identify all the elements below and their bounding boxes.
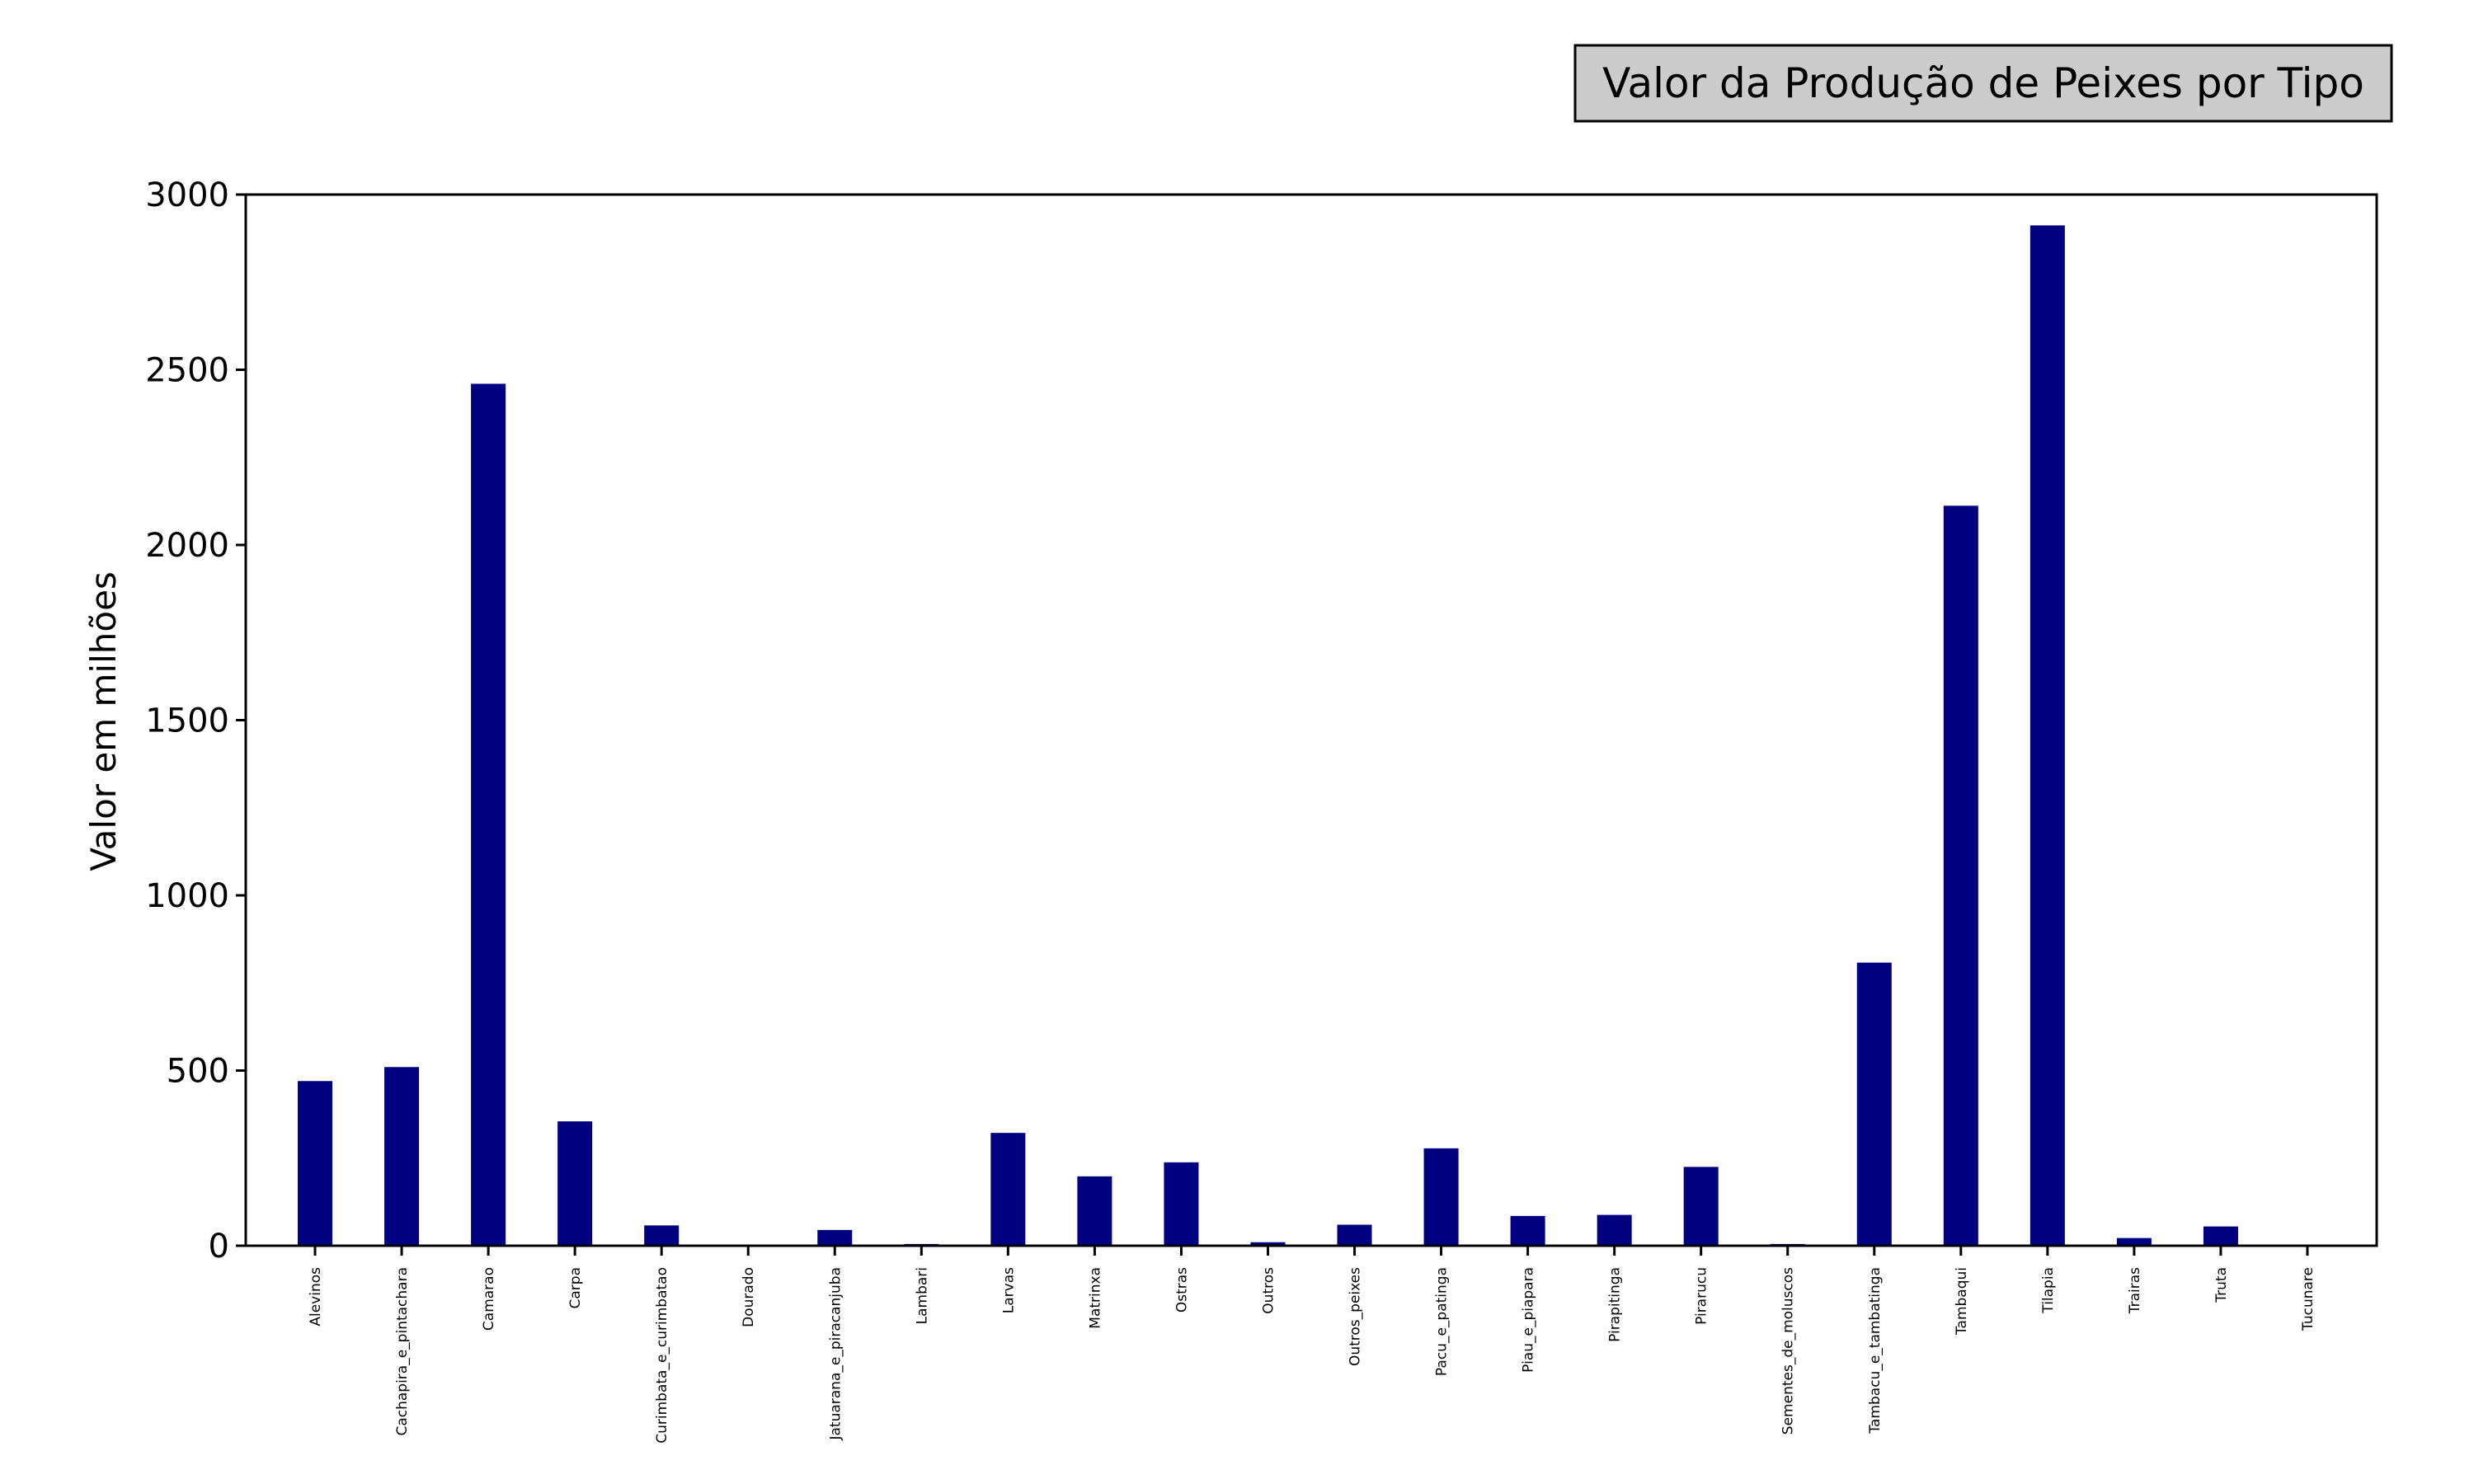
bar-carpa (557, 1121, 593, 1246)
bar-tilapia (2030, 225, 2065, 1246)
x-tick-label: Piau_e_piapara (1521, 1267, 1537, 1373)
x-axis-ticks: Alevinos Cachapira_e_pintachara Camarao Car… (308, 1246, 2316, 1444)
bars-group (298, 225, 2325, 1246)
x-tick-label: Curimbata_e_curimbatao (654, 1267, 670, 1444)
x-tick-label: Jatuarana_e_piracanjuba (827, 1267, 844, 1441)
bar-jatuarana-e-piracanjuba (817, 1229, 853, 1246)
bar-cachapira-e-pintachara (384, 1067, 420, 1246)
x-tick-label: Tambaqui (1954, 1267, 1970, 1336)
x-tick-label: Pacu_e_patinga (1434, 1267, 1451, 1376)
x-tick-label: Pirapitinga (1607, 1267, 1624, 1342)
x-tick-label: Tambacu_e_tambatinga (1867, 1267, 1884, 1435)
x-tick-label: Matrinxa (1087, 1267, 1103, 1329)
bar-outros-peixes (1337, 1224, 1372, 1246)
axes-frame (244, 193, 2378, 1247)
bar-trairas (2116, 1237, 2152, 1246)
y-tick-label: 0 (209, 1228, 229, 1266)
y-axis-ticks: 0 500 1000 1500 2000 2500 3000 (145, 176, 246, 1266)
x-tick-label: Pirarucu (1694, 1267, 1710, 1325)
y-tick-label: 500 (167, 1053, 229, 1091)
x-tick-label: Sementes_de_moluscos (1780, 1267, 1797, 1435)
x-tick-label: Alevinos (308, 1267, 324, 1327)
x-tick-label: Tilapia (2040, 1267, 2057, 1314)
x-tick-label: Trairas (2127, 1267, 2143, 1314)
bar-piau-e-piapara (1510, 1215, 1545, 1246)
bar-larvas (990, 1133, 1026, 1246)
bar-ostras (1164, 1162, 1199, 1246)
bar-camarao (471, 383, 506, 1246)
x-tick-label: Truta (2213, 1267, 2230, 1303)
x-tick-label: Larvas (1000, 1267, 1017, 1313)
chart-title-box (1573, 44, 2393, 123)
chart-title-group: Valor da Produção de Peixes por Tipo (1573, 44, 2393, 123)
x-tick-label: Tucunare (2300, 1267, 2316, 1331)
x-tick-label: Outros_peixes (1348, 1267, 1364, 1366)
y-tick-label: 1500 (145, 702, 229, 740)
bar-pirarucu (1683, 1167, 1719, 1246)
x-tick-label: Lambari (914, 1267, 930, 1324)
bar-truta (2203, 1226, 2238, 1246)
y-tick-label: 3000 (145, 176, 229, 214)
bar-alevinos (298, 1081, 333, 1246)
bar-pacu-e-patinga (1423, 1148, 1459, 1246)
bar-curimbata-e-curimbatao (644, 1225, 680, 1246)
x-tick-label: Ostras (1174, 1267, 1190, 1313)
x-tick-label: Carpa (567, 1267, 584, 1309)
y-tick-label: 2000 (145, 527, 229, 565)
bar-tambacu-e-tambatinga (1856, 962, 1892, 1246)
y-axis-label: Valor em milhões (83, 571, 124, 871)
y-tick-label: 1000 (145, 877, 229, 915)
bar-tambaqui (1943, 505, 1978, 1246)
x-tick-label: Outros (1260, 1267, 1277, 1314)
bar-outros (1250, 1242, 1286, 1246)
bar-pirapitinga (1597, 1214, 1632, 1246)
x-tick-label: Cachapira_e_pintachara (394, 1267, 411, 1436)
y-tick-label: 2500 (145, 352, 229, 390)
chart-title: Valor da Produção de Peixes por Tipo (1602, 59, 2364, 107)
x-tick-label: Dourado (741, 1267, 757, 1327)
x-tick-label: Camarao (481, 1267, 497, 1331)
bar-matrinxa (1077, 1176, 1112, 1246)
